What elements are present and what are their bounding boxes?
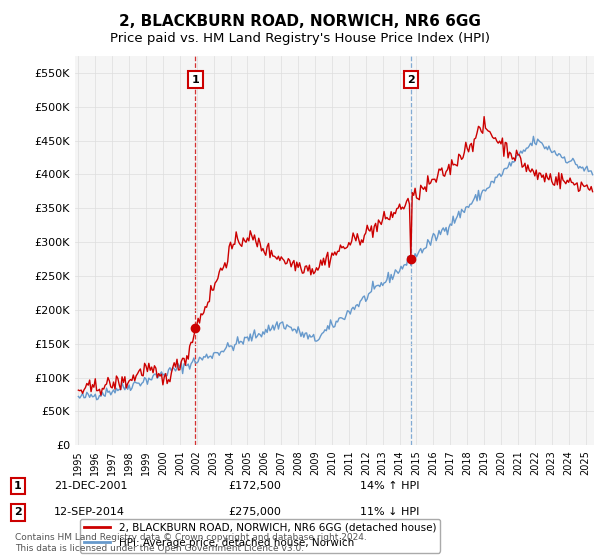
Text: 2: 2 bbox=[407, 74, 415, 85]
Text: Price paid vs. HM Land Registry's House Price Index (HPI): Price paid vs. HM Land Registry's House … bbox=[110, 32, 490, 45]
Text: 11% ↓ HPI: 11% ↓ HPI bbox=[360, 507, 419, 517]
Text: 21-DEC-2001: 21-DEC-2001 bbox=[54, 481, 128, 491]
Text: 2, BLACKBURN ROAD, NORWICH, NR6 6GG: 2, BLACKBURN ROAD, NORWICH, NR6 6GG bbox=[119, 14, 481, 29]
Text: 1: 1 bbox=[14, 481, 22, 491]
Legend: 2, BLACKBURN ROAD, NORWICH, NR6 6GG (detached house), HPI: Average price, detach: 2, BLACKBURN ROAD, NORWICH, NR6 6GG (det… bbox=[80, 519, 440, 553]
Text: Contains HM Land Registry data © Crown copyright and database right 2024.
This d: Contains HM Land Registry data © Crown c… bbox=[15, 533, 367, 553]
Text: 12-SEP-2014: 12-SEP-2014 bbox=[54, 507, 125, 517]
Text: 1: 1 bbox=[191, 74, 199, 85]
Text: 2: 2 bbox=[14, 507, 22, 517]
Text: £275,000: £275,000 bbox=[228, 507, 281, 517]
Text: 14% ↑ HPI: 14% ↑ HPI bbox=[360, 481, 419, 491]
Text: £172,500: £172,500 bbox=[228, 481, 281, 491]
